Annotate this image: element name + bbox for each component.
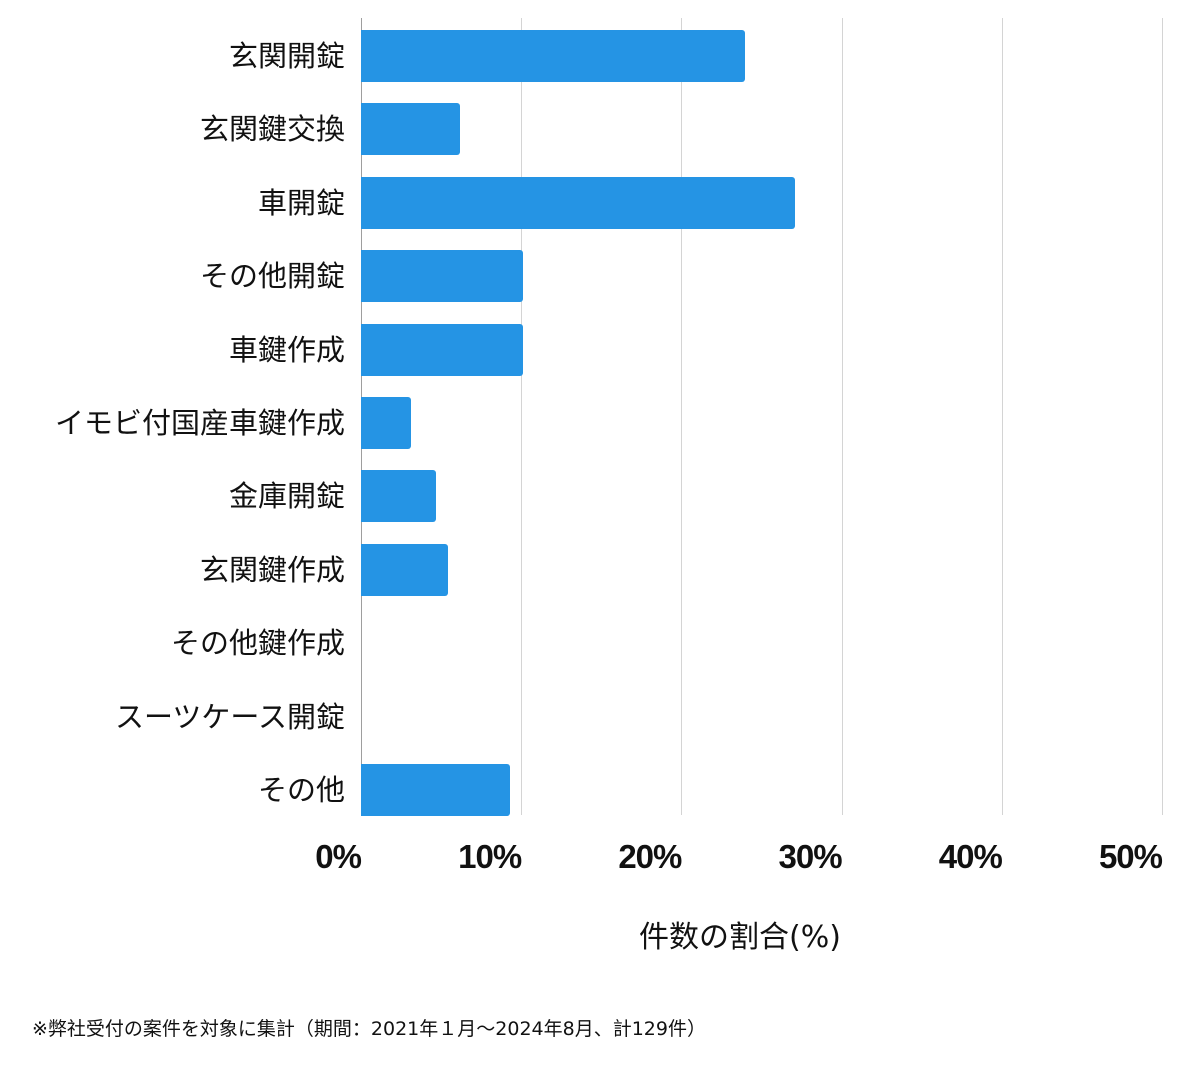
- gridline: [1001, 18, 1003, 815]
- category-label: 金庫開錠: [228, 479, 345, 514]
- plot-area: [361, 18, 1163, 816]
- category-label: イモビ付国産車鍵作成: [54, 406, 345, 440]
- x-tick-label: 30%: [778, 838, 843, 875]
- gridline: [521, 18, 523, 815]
- bar: [361, 397, 411, 449]
- category-label: その他: [257, 773, 345, 807]
- category-label: その他開錠: [199, 259, 345, 294]
- bar: [361, 764, 510, 816]
- gridline: [681, 18, 683, 815]
- x-tick-label: 10%: [458, 838, 522, 875]
- gridline: [1162, 18, 1163, 815]
- category-label: スーツケース開錠: [115, 699, 345, 734]
- category-label: 車開錠: [257, 185, 345, 220]
- footnote: ※弊社受付の案件を対象に集計（期間：2021年１月～2024年8月、計129件）: [32, 1018, 706, 1040]
- bar: [361, 176, 796, 229]
- category-label: 玄関鍵交換: [199, 112, 345, 147]
- bar: [361, 103, 461, 156]
- bar: [361, 250, 523, 303]
- category-label: 玄関鍵作成: [199, 552, 345, 587]
- x-axis-title: 件数の割合(%): [639, 920, 841, 955]
- x-tick-label: 0%: [315, 838, 362, 875]
- gridline: [841, 18, 843, 815]
- category-label: 車鍵作成: [228, 332, 345, 367]
- x-tick-label: 40%: [938, 838, 1003, 875]
- bar: [361, 543, 448, 596]
- x-tick-label: 20%: [618, 838, 682, 875]
- category-label: 玄関開錠: [228, 39, 345, 73]
- bar: [361, 30, 746, 82]
- category-label: その他鍵作成: [170, 626, 345, 661]
- bar: [361, 323, 523, 376]
- bar: [361, 470, 437, 523]
- x-tick-label: 50%: [1098, 838, 1163, 875]
